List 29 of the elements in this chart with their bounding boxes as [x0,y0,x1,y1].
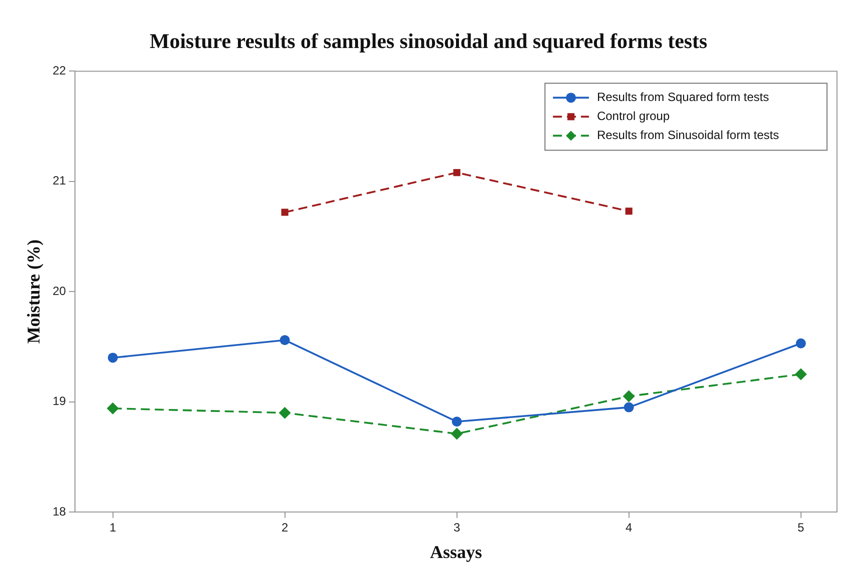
x-tick-label: 5 [798,520,805,535]
x-axis-title: Assays [430,542,482,562]
y-tick-label: 22 [52,64,66,78]
x-tick-label: 1 [109,520,116,535]
legend-label: Control group [596,109,670,124]
chart-title: Moisture results of samples sinosoidal and squared forms tests [150,29,708,54]
point [796,338,806,348]
point [281,208,288,216]
point [278,406,291,419]
legend-label: Results from Squared form tests [596,90,769,104]
point [622,390,635,402]
y-tick-label: 19 [52,394,66,408]
y-tick-label: 18 [52,504,66,518]
legend-label: Results from Sinusoidal form tests [596,128,779,142]
point [453,169,460,176]
point [624,402,634,412]
point [280,335,290,346]
y-axis-title: Moisture (%) [23,240,44,344]
point [452,416,462,427]
point [625,208,632,215]
point [106,402,119,414]
y-tick-label: 21 [52,174,66,188]
y-tick-label: 20 [52,284,66,298]
point [108,352,118,363]
point [450,428,463,440]
point [794,368,807,380]
x-tick-label: 3 [453,520,460,535]
x-tick-label: 2 [281,520,288,535]
x-tick-label: 4 [626,520,633,535]
